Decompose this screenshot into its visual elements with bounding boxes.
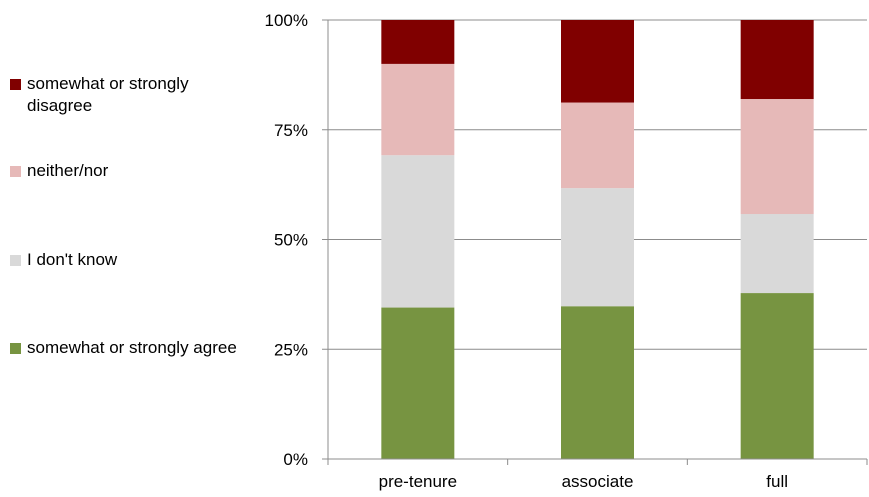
y-tick-label: 50%	[274, 231, 308, 250]
bar-segment	[740, 293, 814, 459]
bar-segment	[561, 188, 634, 307]
y-tick-label: 75%	[274, 121, 308, 140]
bar-segment	[740, 214, 814, 294]
bar-segment	[561, 306, 634, 459]
bar-segment	[381, 63, 455, 156]
y-tick-label: 0%	[283, 450, 308, 469]
bar-segment	[381, 155, 455, 308]
x-tick-label: pre-tenure	[379, 472, 457, 491]
legend-label-neither: neither/nor	[27, 161, 109, 180]
bars	[381, 20, 814, 459]
bar-segment	[381, 20, 455, 64]
legend-label-dont-know: I don't know	[27, 250, 118, 269]
x-tick-labels: pre-tenure associate full	[379, 472, 788, 491]
legend-swatch-disagree	[10, 79, 21, 90]
legend-label-disagree: somewhat or strongly disagree	[27, 74, 189, 115]
y-tick-labels: 0% 25% 50% 75% 100%	[265, 11, 308, 469]
bar-segment	[561, 20, 634, 103]
y-tick-label: 100%	[265, 11, 308, 30]
legend-swatch-neither	[10, 166, 21, 177]
y-tick-label: 25%	[274, 340, 308, 359]
x-tick-label: full	[766, 472, 788, 491]
bar-segment	[561, 102, 634, 189]
x-tick-label: associate	[562, 472, 634, 491]
legend-label-agree: somewhat or strongly agree	[27, 338, 237, 357]
axes	[322, 19, 868, 465]
bar-segment	[740, 20, 814, 100]
legend-swatch-dont-know	[10, 255, 21, 266]
bar-segment	[381, 307, 455, 459]
legend-swatch-agree	[10, 343, 21, 354]
bar-segment	[740, 99, 814, 215]
